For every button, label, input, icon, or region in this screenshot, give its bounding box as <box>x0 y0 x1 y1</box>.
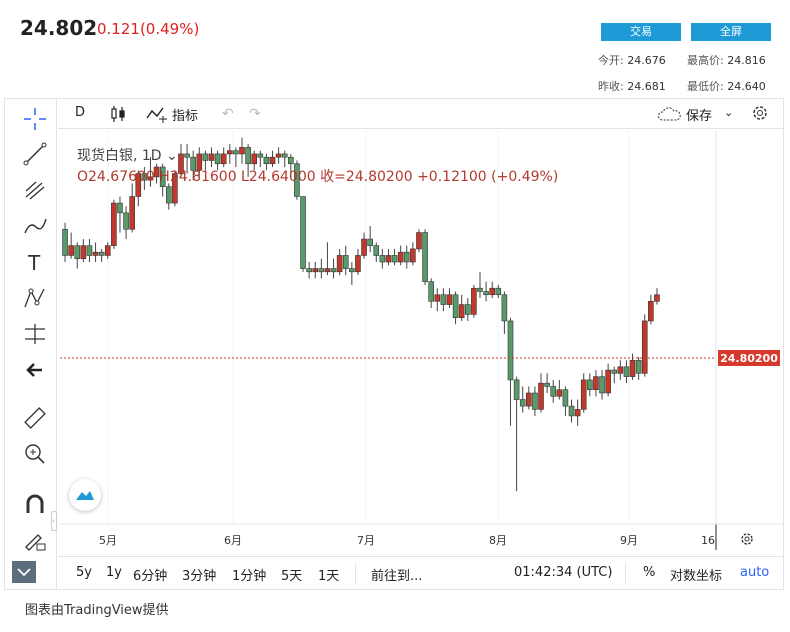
attribution[interactable]: 图表由TradingView提供 <box>25 603 169 618</box>
trend-line-icon[interactable] <box>20 141 50 167</box>
low-stat: 最低价: 24.640 <box>687 80 766 93</box>
zoom-in-icon[interactable] <box>20 441 50 467</box>
last-price: 24.802 <box>20 16 98 40</box>
range-1d[interactable]: 1天 <box>318 569 340 584</box>
range-bar: 5y 1y 6分钟 3分钟 1分钟 5天 1天 前往到... 01:42:34 … <box>58 556 783 589</box>
chart-frame <box>4 98 784 590</box>
collapse-toolbar-icon[interactable] <box>12 561 36 583</box>
percent-toggle[interactable]: % <box>643 565 656 580</box>
range-1min[interactable]: 1分钟 <box>232 569 267 584</box>
pattern-icon[interactable] <box>20 285 50 311</box>
brush-icon[interactable] <box>20 213 50 239</box>
range-1y[interactable]: 1y <box>106 565 122 580</box>
interval-button[interactable]: D <box>75 105 86 120</box>
fullscreen-button[interactable]: 全屏 <box>691 23 771 41</box>
redo-icon[interactable]: ↷ <box>249 106 261 122</box>
prev-close-stat: 昨收: 24.681 <box>598 80 666 93</box>
candle-type-icon[interactable] <box>110 104 126 128</box>
trade-button[interactable]: 交易 <box>601 23 681 41</box>
range-3min[interactable]: 3分钟 <box>182 569 217 584</box>
quote-header: 24.802 0.121(0.49%) 交易 全屏 今开: 24.676 最高价… <box>0 0 790 100</box>
indicators-icon[interactable] <box>146 104 168 128</box>
goto-date-button[interactable]: 前往到... <box>371 569 423 584</box>
open-stat: 今开: 24.676 <box>598 54 666 67</box>
range-5y[interactable]: 5y <box>76 565 92 580</box>
tradingview-logo[interactable] <box>69 479 101 511</box>
back-arrow-icon[interactable] <box>20 357 50 383</box>
save-dropdown-chevron-icon[interactable]: ⌄ <box>724 106 734 119</box>
divider <box>625 563 626 583</box>
high-stat: 最高价: 24.816 <box>687 54 766 67</box>
cloud-icon <box>656 105 682 127</box>
divider <box>355 563 356 583</box>
auto-scale-toggle[interactable]: auto <box>740 565 770 580</box>
lock-drawing-icon[interactable] <box>20 527 50 553</box>
settings-gear-icon[interactable] <box>750 103 770 127</box>
crosshair-icon[interactable] <box>20 106 50 132</box>
text-icon[interactable]: T <box>20 249 50 275</box>
drawing-toolbar: T ‹ <box>5 99 57 589</box>
indicators-button[interactable]: 指标 <box>172 109 199 124</box>
log-scale-toggle[interactable]: 对数坐标 <box>670 569 723 584</box>
legend-chevron-icon: ⌄ <box>166 148 178 164</box>
ohlc-legend: O24.67600 H24.81600 L24.64000 收=24.80200… <box>77 169 559 185</box>
panel-toggle-icon[interactable]: ‹ <box>51 511 57 531</box>
svg-text:T: T <box>27 251 41 275</box>
range-6min[interactable]: 6分钟 <box>133 569 168 584</box>
undo-icon[interactable]: ↶ <box>222 106 234 122</box>
measure-icon[interactable] <box>20 321 50 347</box>
fib-retracement-icon[interactable] <box>20 177 50 203</box>
chart-toolbar: D 指标 ↶ ↷ 保存 ⌄ <box>58 99 783 129</box>
range-5d[interactable]: 5天 <box>281 569 303 584</box>
price-change: 0.121(0.49%) <box>97 20 200 38</box>
magnet-icon[interactable] <box>20 491 50 517</box>
ruler-icon[interactable] <box>20 405 50 431</box>
utc-clock[interactable]: 01:42:34 (UTC) <box>514 565 613 580</box>
symbol-legend[interactable]: 现货白银, 1D ⌄ <box>77 148 178 164</box>
save-button[interactable]: 保存 <box>686 109 713 124</box>
